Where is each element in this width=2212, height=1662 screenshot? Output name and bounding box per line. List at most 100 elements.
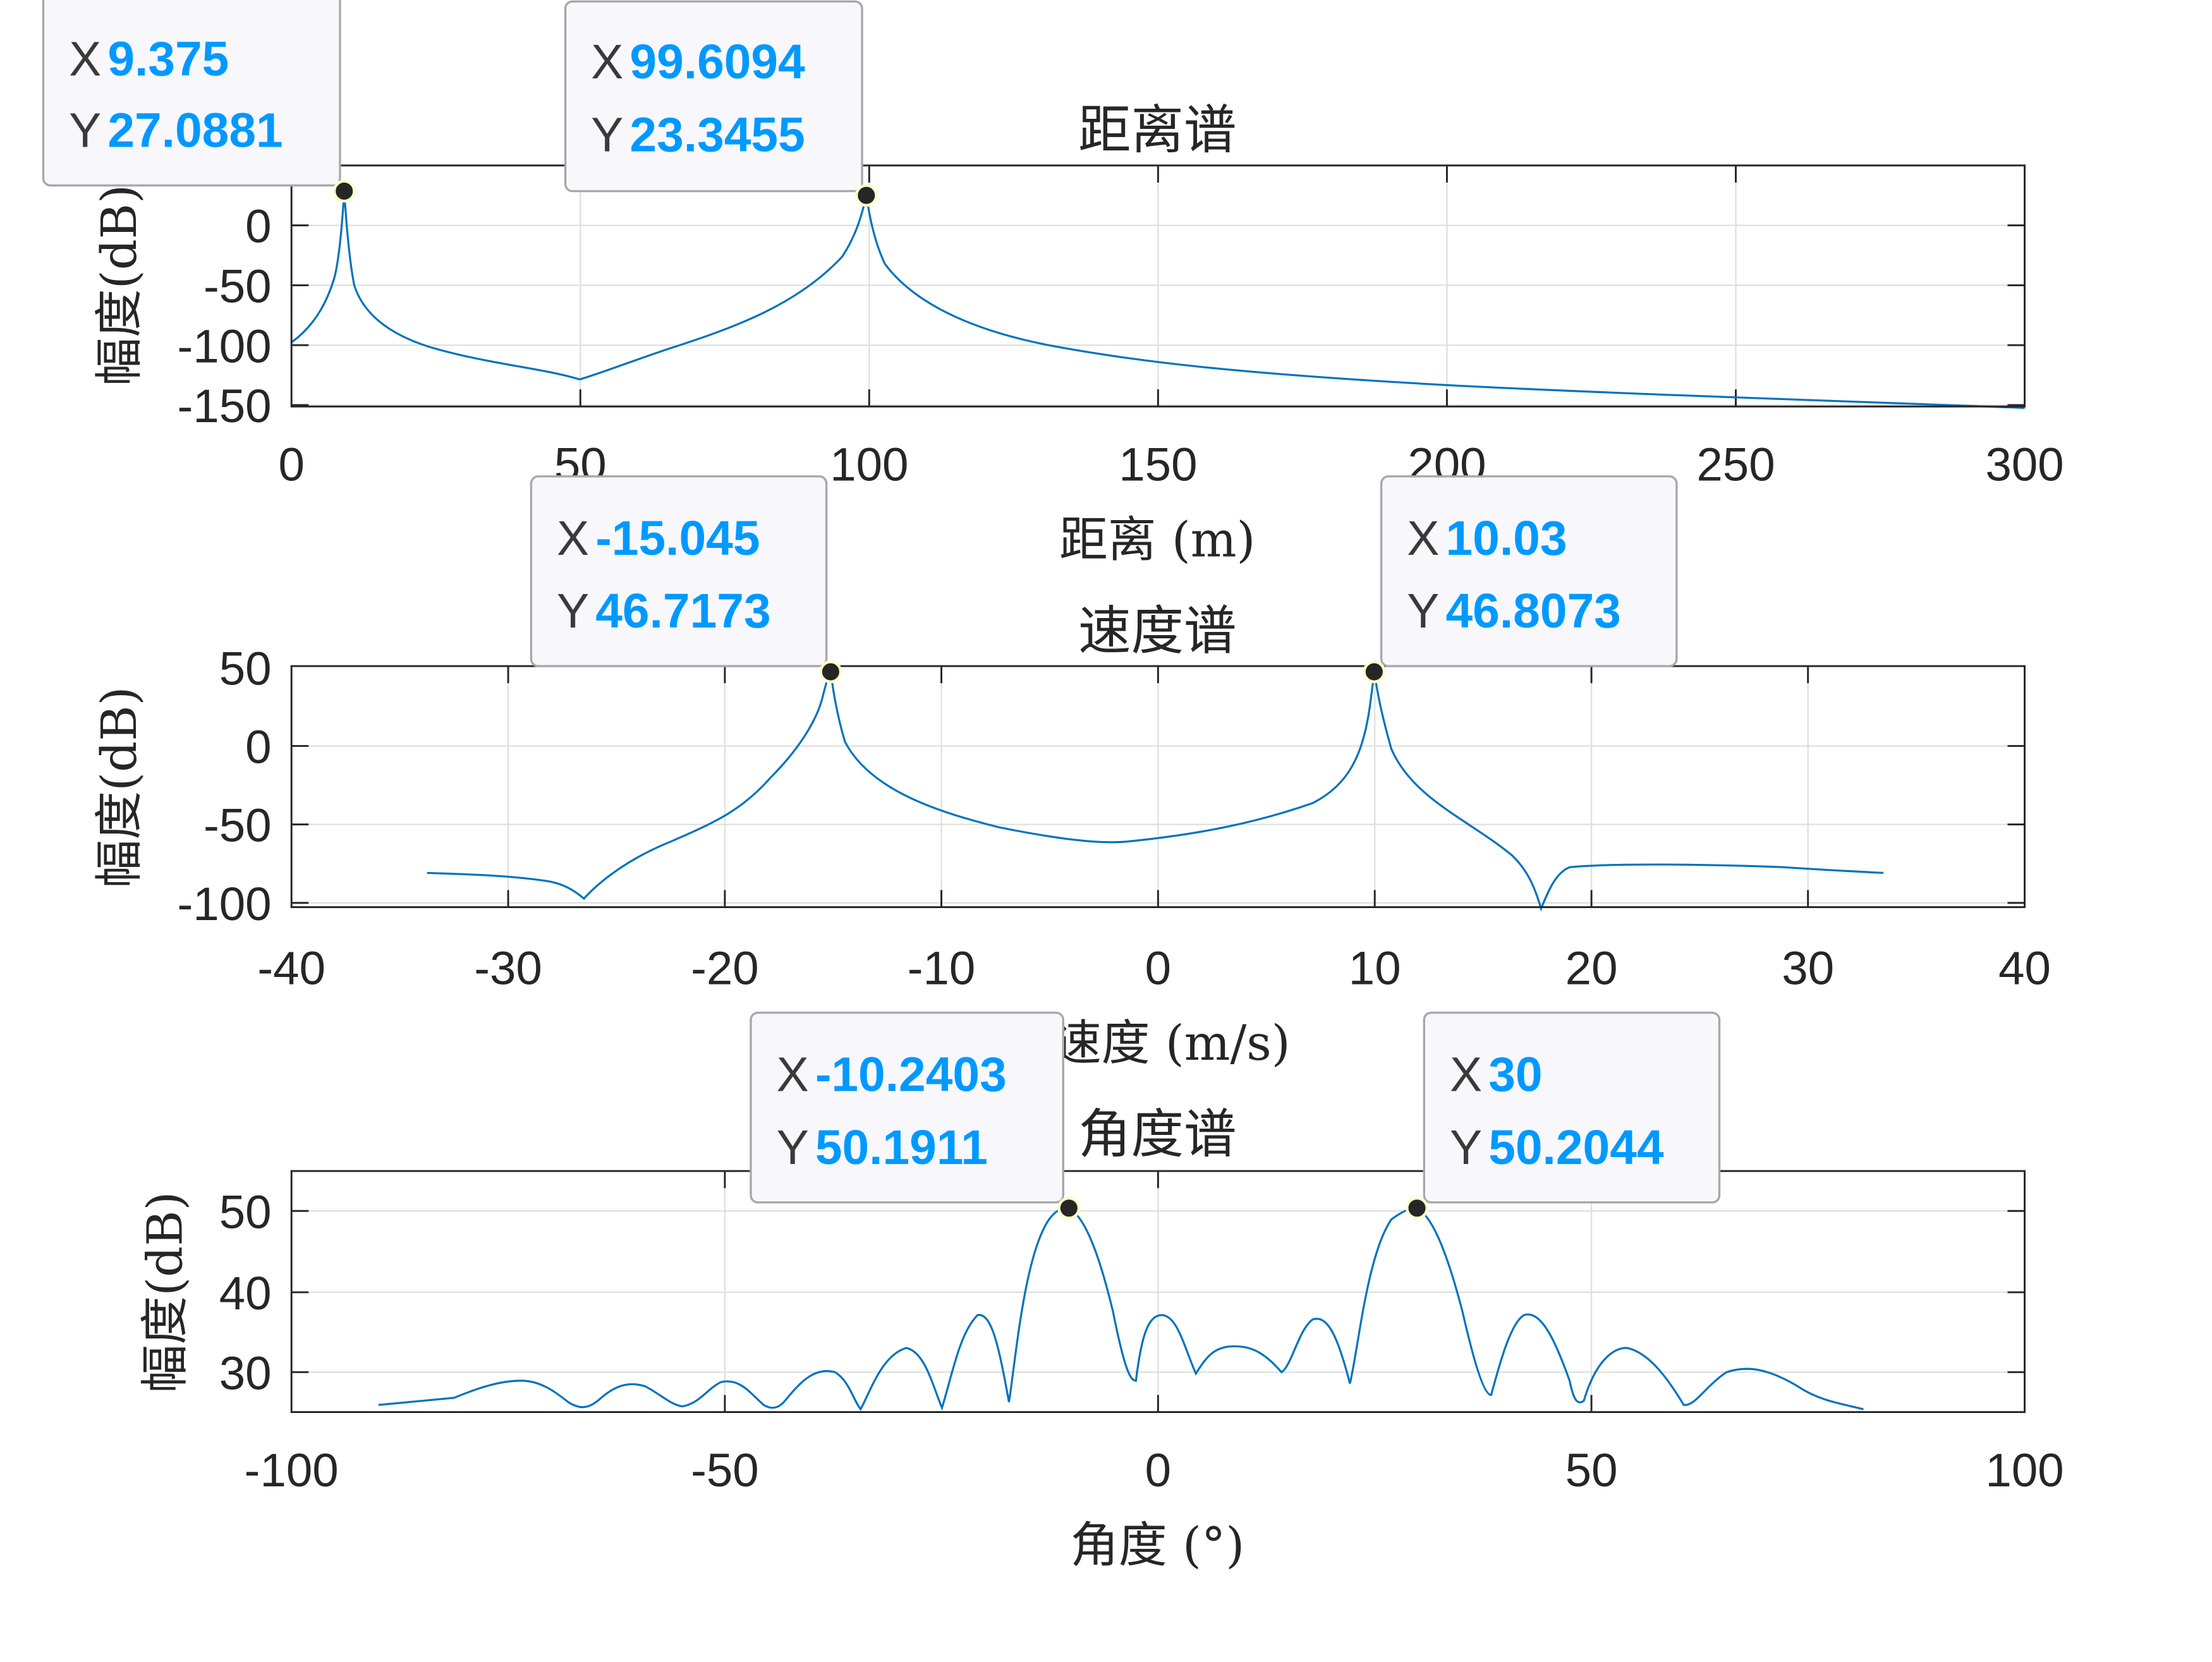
chart-title: 速度谱 (1078, 600, 1237, 662)
svg-text:X 99.6094: X 99.6094 (591, 35, 805, 89)
svg-text:X 30: X 30 (1450, 1048, 1543, 1102)
ticks (291, 666, 2025, 907)
velocity-spectrum-line (427, 667, 1884, 912)
datatip-velocity-1[interactable]: X -15.045 Y 46.7173 (530, 475, 842, 684)
y-tick-label: -100 (178, 320, 272, 372)
range-spectrum-axes: 0 50 100 150 200 250 300 0 -50 -100 -150… (92, 99, 2064, 569)
datatip-x-value: -15.045 (595, 512, 760, 566)
datatip-marker (332, 179, 356, 203)
grid (291, 1171, 2025, 1412)
datatip-y-label: Y (777, 1121, 809, 1175)
x-tick-label: -10 (908, 942, 976, 994)
y-tick-label: -50 (204, 799, 272, 852)
x-axis-label: 速度 (m/s) (1053, 1016, 1291, 1072)
y-tick-label: 50 (219, 642, 272, 695)
x-tick-label: 30 (1782, 942, 1834, 994)
x-tick-label: -30 (474, 942, 542, 994)
datatip-range-1[interactable]: X 9.375 Y 27.0881 (42, 0, 356, 203)
datatip-x-value: -10.2403 (815, 1048, 1007, 1102)
datatip-y-label: Y (1407, 585, 1439, 638)
x-tick-label: 250 (1696, 439, 1775, 491)
datatip-angle-2[interactable]: X 30 Y 50.2044 (1405, 1011, 1721, 1220)
y-axis-label: 幅度(dB) (92, 185, 148, 386)
datatip-x-value: 99.6094 (629, 35, 805, 89)
y-tick-label: 0 (245, 721, 271, 773)
datatip-x-label: X (1450, 1048, 1482, 1102)
x-tick-label: 40 (1998, 942, 2051, 994)
chart-title: 距离谱 (1078, 99, 1237, 161)
x-tick-label: 100 (830, 439, 908, 491)
y-tick-labels: 50 0 -50 -100 (178, 642, 272, 930)
svg-text:Y 50.1911: Y 50.1911 (777, 1121, 988, 1175)
datatip-marker (1405, 1196, 1429, 1220)
y-tick-label: -50 (204, 260, 272, 313)
y-tick-labels: 0 -50 -100 -150 (178, 200, 272, 432)
datatip-y-label: Y (557, 585, 589, 638)
x-tick-labels: 0 50 100 150 200 250 300 (278, 439, 2063, 491)
x-tick-labels: -100 -50 0 50 100 (245, 1444, 2064, 1496)
datatip-marker (1057, 1196, 1081, 1220)
x-tick-label: 20 (1565, 942, 1618, 994)
datatip-angle-1[interactable]: X -10.2403 Y 50.1911 (750, 1011, 1081, 1220)
x-axis-label: 角度 (°) (1070, 1518, 1244, 1574)
datatip-y-label: Y (1450, 1121, 1482, 1175)
x-tick-label: -100 (245, 1444, 339, 1496)
x-tick-label: -50 (691, 1444, 759, 1496)
velocity-spectrum-axes: -40 -30 -20 -10 0 10 20 30 40 50 0 -50 -… (92, 600, 2051, 1072)
datatip-range-2[interactable]: X 99.6094 Y 23.3455 (564, 0, 878, 207)
y-axis-label: 幅度(dB) (92, 686, 148, 888)
x-tick-label: 0 (278, 439, 304, 491)
x-tick-label: 0 (1145, 1444, 1171, 1496)
svg-text:Y 27.0881: Y 27.0881 (69, 104, 283, 157)
x-tick-label: 300 (1985, 439, 2063, 491)
grid (291, 165, 2025, 407)
y-tick-label: 0 (245, 200, 271, 253)
x-axis-label: 距离 (m) (1059, 512, 1256, 568)
datatip-y-value: 27.0881 (107, 104, 283, 157)
x-tick-label: 50 (1565, 1444, 1618, 1496)
axes-box (290, 665, 2026, 908)
datatip-x-value: 30 (1488, 1048, 1542, 1102)
svg-text:Y 46.8073: Y 46.8073 (1407, 585, 1621, 638)
datatip-x-label: X (1407, 512, 1439, 566)
y-tick-label: -150 (178, 380, 272, 432)
datatip-y-value: 46.8073 (1445, 585, 1620, 638)
x-tick-label: 150 (1119, 439, 1197, 491)
datatip-y-value: 50.2044 (1488, 1121, 1664, 1175)
x-tick-label: 10 (1349, 942, 1401, 994)
svg-text:X 10.03: X 10.03 (1407, 512, 1567, 566)
datatip-y-value: 50.1911 (815, 1121, 988, 1175)
y-tick-label: 30 (219, 1347, 272, 1399)
datatip-y-value: 23.3455 (629, 108, 805, 162)
x-tick-labels: -40 -30 -20 -10 0 10 20 30 40 (257, 942, 2051, 994)
datatip-x-label: X (69, 33, 101, 87)
axes-box (290, 1170, 2026, 1413)
svg-text:Y 50.2044: Y 50.2044 (1450, 1121, 1664, 1175)
x-tick-label: 100 (1985, 1444, 2063, 1496)
datatip-x-value: 9.375 (107, 33, 229, 87)
grid (291, 666, 2025, 907)
datatip-marker (854, 184, 878, 207)
datatip-x-label: X (591, 35, 623, 89)
svg-text:X -10.2403: X -10.2403 (777, 1048, 1007, 1102)
datatip-x-label: X (557, 512, 589, 566)
range-spectrum-line (291, 191, 2025, 409)
datatip-velocity-2[interactable]: X 10.03 Y 46.8073 (1363, 475, 1678, 684)
angle-spectrum-axes: -100 -50 0 50 100 50 40 30 角度谱 角度 (°) 幅度… (137, 1103, 2063, 1574)
datatip-marker (819, 660, 842, 684)
angle-spectrum-line (378, 1207, 1864, 1411)
y-axis-label: 幅度(dB) (137, 1191, 193, 1393)
datatip-x-value: 10.03 (1445, 512, 1567, 566)
datatip-x-label: X (777, 1048, 809, 1102)
chart-title: 角度谱 (1078, 1103, 1237, 1165)
y-tick-label: 50 (219, 1186, 272, 1238)
svg-text:X 9.375: X 9.375 (69, 33, 229, 87)
x-tick-label: -20 (691, 942, 759, 994)
datatip-y-label: Y (69, 104, 101, 157)
y-tick-label: 40 (219, 1267, 272, 1319)
datatip-marker (1363, 660, 1386, 684)
axes-box (290, 164, 2026, 408)
x-tick-label: 0 (1145, 942, 1171, 994)
